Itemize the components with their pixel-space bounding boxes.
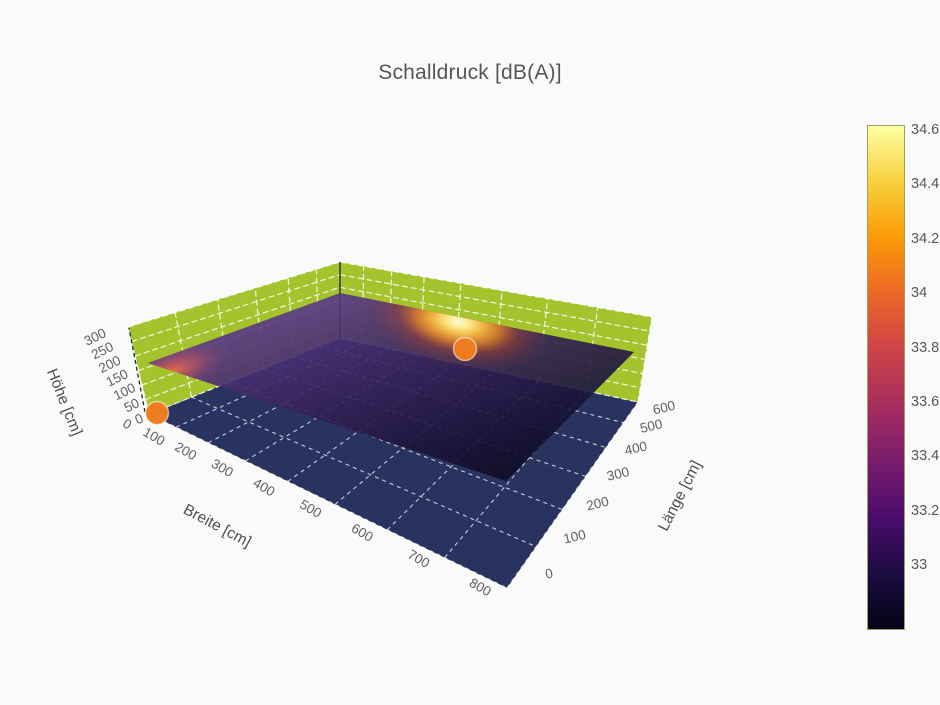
- colorbar-tick: 34.2: [911, 230, 940, 247]
- colorbar-tick: 34: [911, 285, 928, 302]
- y-axis-title: Länge [cm]: [655, 458, 705, 534]
- gridline: [131, 274, 341, 343]
- z-axis-spike: [128, 327, 146, 413]
- tick-label: 0: [544, 565, 555, 581]
- tick-label: 200: [585, 494, 610, 514]
- tick-label: 100: [562, 527, 587, 547]
- colorbar-tick: 34.6: [911, 122, 940, 138]
- z-axis-title: Höhe [cm]: [43, 366, 85, 438]
- tick-label: 300: [209, 456, 236, 480]
- tick-label: 700: [405, 547, 432, 571]
- colorbar: [867, 125, 905, 630]
- tick-label: 500: [639, 416, 664, 436]
- source-marker-2[interactable]: [452, 336, 478, 362]
- tick-label: 100: [140, 424, 167, 448]
- gridline: [339, 286, 648, 346]
- colorbar-tick: 33: [911, 557, 928, 574]
- tick-label: 600: [651, 398, 676, 418]
- tick-label: 0: [120, 416, 134, 433]
- colorbar-tick: 33.2: [911, 502, 940, 519]
- colorbar-tick: 33.8: [911, 339, 940, 356]
- tick-label: 300: [605, 464, 630, 484]
- source-marker-1[interactable]: [144, 400, 170, 426]
- gridline: [134, 286, 341, 357]
- tick-label: 200: [172, 439, 199, 463]
- colorbar-tick: 34.4: [911, 176, 940, 193]
- gridline: [148, 413, 508, 589]
- gridline: [127, 261, 341, 328]
- tick-label: 400: [251, 475, 278, 499]
- colorbar-tick: 33.6: [911, 394, 940, 410]
- gridline: [191, 396, 537, 548]
- tick-label: 600: [349, 520, 376, 544]
- x-axis-title: Breite [cm]: [180, 501, 253, 551]
- gridline: [506, 401, 639, 589]
- tick-label: 400: [623, 438, 648, 458]
- chart-title: Schalldruck [dB(A)]: [378, 61, 562, 84]
- colorbar-tick: 33.4: [911, 448, 940, 465]
- gridline: [339, 274, 650, 332]
- tick-label: 50: [122, 395, 142, 415]
- gridline: [339, 261, 653, 318]
- tick-label: 0: [132, 411, 145, 428]
- tick-label: 500: [297, 497, 324, 521]
